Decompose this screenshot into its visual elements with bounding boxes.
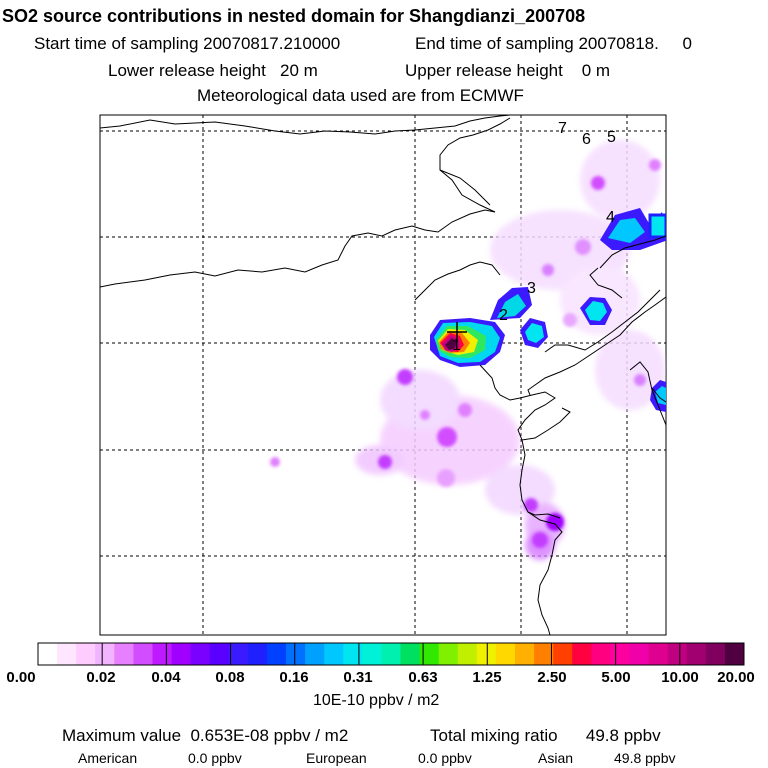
colorbar-cell (38, 643, 58, 665)
met-data-label: Meteorological data used are from ECMWF (197, 86, 524, 105)
colorbar-cell (591, 643, 611, 665)
start-time-label: Start time of sampling 20070817.210000 (34, 34, 341, 53)
colorbar-cell (190, 643, 211, 665)
colorbar-cell (648, 643, 669, 665)
source-marker-7: 7 (558, 120, 567, 137)
european-label: European (306, 750, 367, 766)
colorbar-cell (686, 643, 707, 665)
colorbar-cell (400, 643, 421, 665)
source-marker-2: 2 (499, 307, 508, 324)
source-marker-4: 4 (606, 209, 615, 226)
colorbar-cell (171, 643, 192, 665)
colorbar-cell (667, 643, 688, 665)
asian-label: Asian (538, 750, 574, 766)
colorbar-cell (228, 643, 249, 665)
colorbar-cell (362, 643, 382, 665)
colorbar-cell (95, 643, 115, 665)
upper-height-label: Upper release height 0 m (405, 61, 611, 80)
colorbar-cell (534, 643, 554, 665)
total-mixing-ratio-label: Total mixing ratio 49.8 ppbv (430, 726, 661, 745)
american-value: 0.0 ppbv (188, 750, 242, 766)
colorbar-units: 10E-10 ppbv / m2 (313, 692, 440, 709)
lower-height-label: Lower release height 20 m (108, 61, 318, 80)
colorbar-cell (76, 643, 96, 665)
source-marker-3: 3 (527, 280, 536, 297)
coastlines (100, 115, 666, 635)
colorbar-cell (209, 643, 230, 665)
colorbar-tick-10: 10.00 (661, 669, 699, 686)
colorbar-outline (37, 642, 745, 666)
colorbar-cell (705, 643, 726, 665)
colorbar-cell (572, 643, 592, 665)
colorbar-tick-3: 0.08 (215, 669, 245, 686)
source-markers: 1 2 3 4 5 6 7 (452, 120, 616, 354)
colorbar-cell (114, 643, 134, 665)
colorbar-cell (629, 643, 650, 665)
source-marker-6: 6 (582, 131, 591, 148)
source-marker-1: 1 (452, 337, 461, 354)
colorbar-cell (610, 643, 631, 665)
colorbar-cell (724, 643, 745, 665)
colorbar-tick-5: 0.31 (343, 669, 373, 686)
american-label: American (78, 750, 138, 766)
station-marker (447, 322, 467, 342)
colorbar-cell (247, 643, 268, 665)
colorbar-cell (57, 643, 77, 665)
colorbar-cell (515, 643, 535, 665)
end-time-label: End time of sampling 20070818. 0 (415, 34, 692, 53)
colorbar-tick-4: 0.16 (279, 669, 309, 686)
colorbar-cell (343, 643, 363, 665)
colorbar-tick-6: 0.63 (408, 669, 438, 686)
map-frame (99, 114, 667, 636)
concentration-field (270, 140, 666, 560)
colorbar-cell (495, 643, 516, 665)
european-value: 0.0 ppbv (418, 750, 472, 766)
colorbar-cell (286, 643, 306, 665)
colorbar-tick-11: 20.00 (717, 669, 755, 686)
colorbar-tick-8: 2.50 (537, 669, 567, 686)
colorbar-tick-1: 0.02 (86, 669, 116, 686)
asian-value: 49.8 ppbv (614, 750, 676, 766)
colorbar-cell (324, 643, 344, 665)
colorbar-cell (152, 643, 173, 665)
colorbar-tick-2: 0.04 (151, 669, 181, 686)
colorbar-tick-0: 0.00 (6, 669, 36, 686)
maximum-value-label: Maximum value 0.653E-08 ppbv / m2 (62, 726, 349, 745)
colorbar-cell (553, 643, 573, 665)
colorbar-cell (476, 643, 497, 665)
colorbar-cell (419, 643, 440, 665)
colorbar-cell (133, 643, 153, 665)
colorbar-cell (305, 643, 325, 665)
colorbar-tick-9: 5.00 (601, 669, 631, 686)
source-marker-5: 5 (607, 129, 616, 146)
colorbar-cell (457, 643, 478, 665)
colorbar-cell (266, 643, 287, 665)
chart-title: SO2 source contributions in nested domai… (2, 6, 586, 26)
colorbar-cell (438, 643, 459, 665)
colorbar-tick-7: 1.25 (472, 669, 502, 686)
colorbar (37, 642, 745, 666)
colorbar-cell (381, 643, 402, 665)
